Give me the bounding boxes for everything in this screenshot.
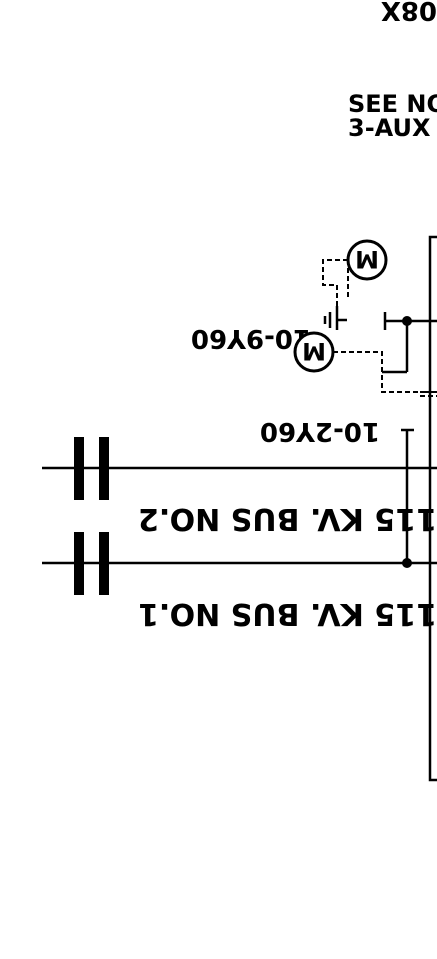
right-bracket [428,235,437,782]
bus-2-label: 115 KV. BUS NO.2 [138,501,437,536]
junction-dot-bus-1 [402,558,412,568]
switch-lower-label: 10-2Y60 [260,416,380,446]
switch-upper-label: 10-9Y60 [191,323,311,353]
motor-operator-lower: M [293,331,437,397]
motor-lower-label: M [302,337,326,365]
bus-2: 115 KV. BUS NO.2 [42,437,437,536]
note-block: SEE NO 3-AUX [348,90,437,142]
note-aux-label: 3-AUX [348,114,431,142]
top-fragment-label: 08X [381,0,437,25]
feeder-vertical [401,428,414,563]
bus-1: 115 KV. BUS NO.1 [42,532,437,631]
note-see-label: SEE NO [348,90,437,118]
ground-switch-upper [323,306,347,330]
bus-1-label: 115 KV. BUS NO.1 [138,596,437,631]
motor-operator-upper: M [322,239,388,306]
junction-dot-upper [402,316,412,326]
motor-upper-label: M [355,245,379,273]
